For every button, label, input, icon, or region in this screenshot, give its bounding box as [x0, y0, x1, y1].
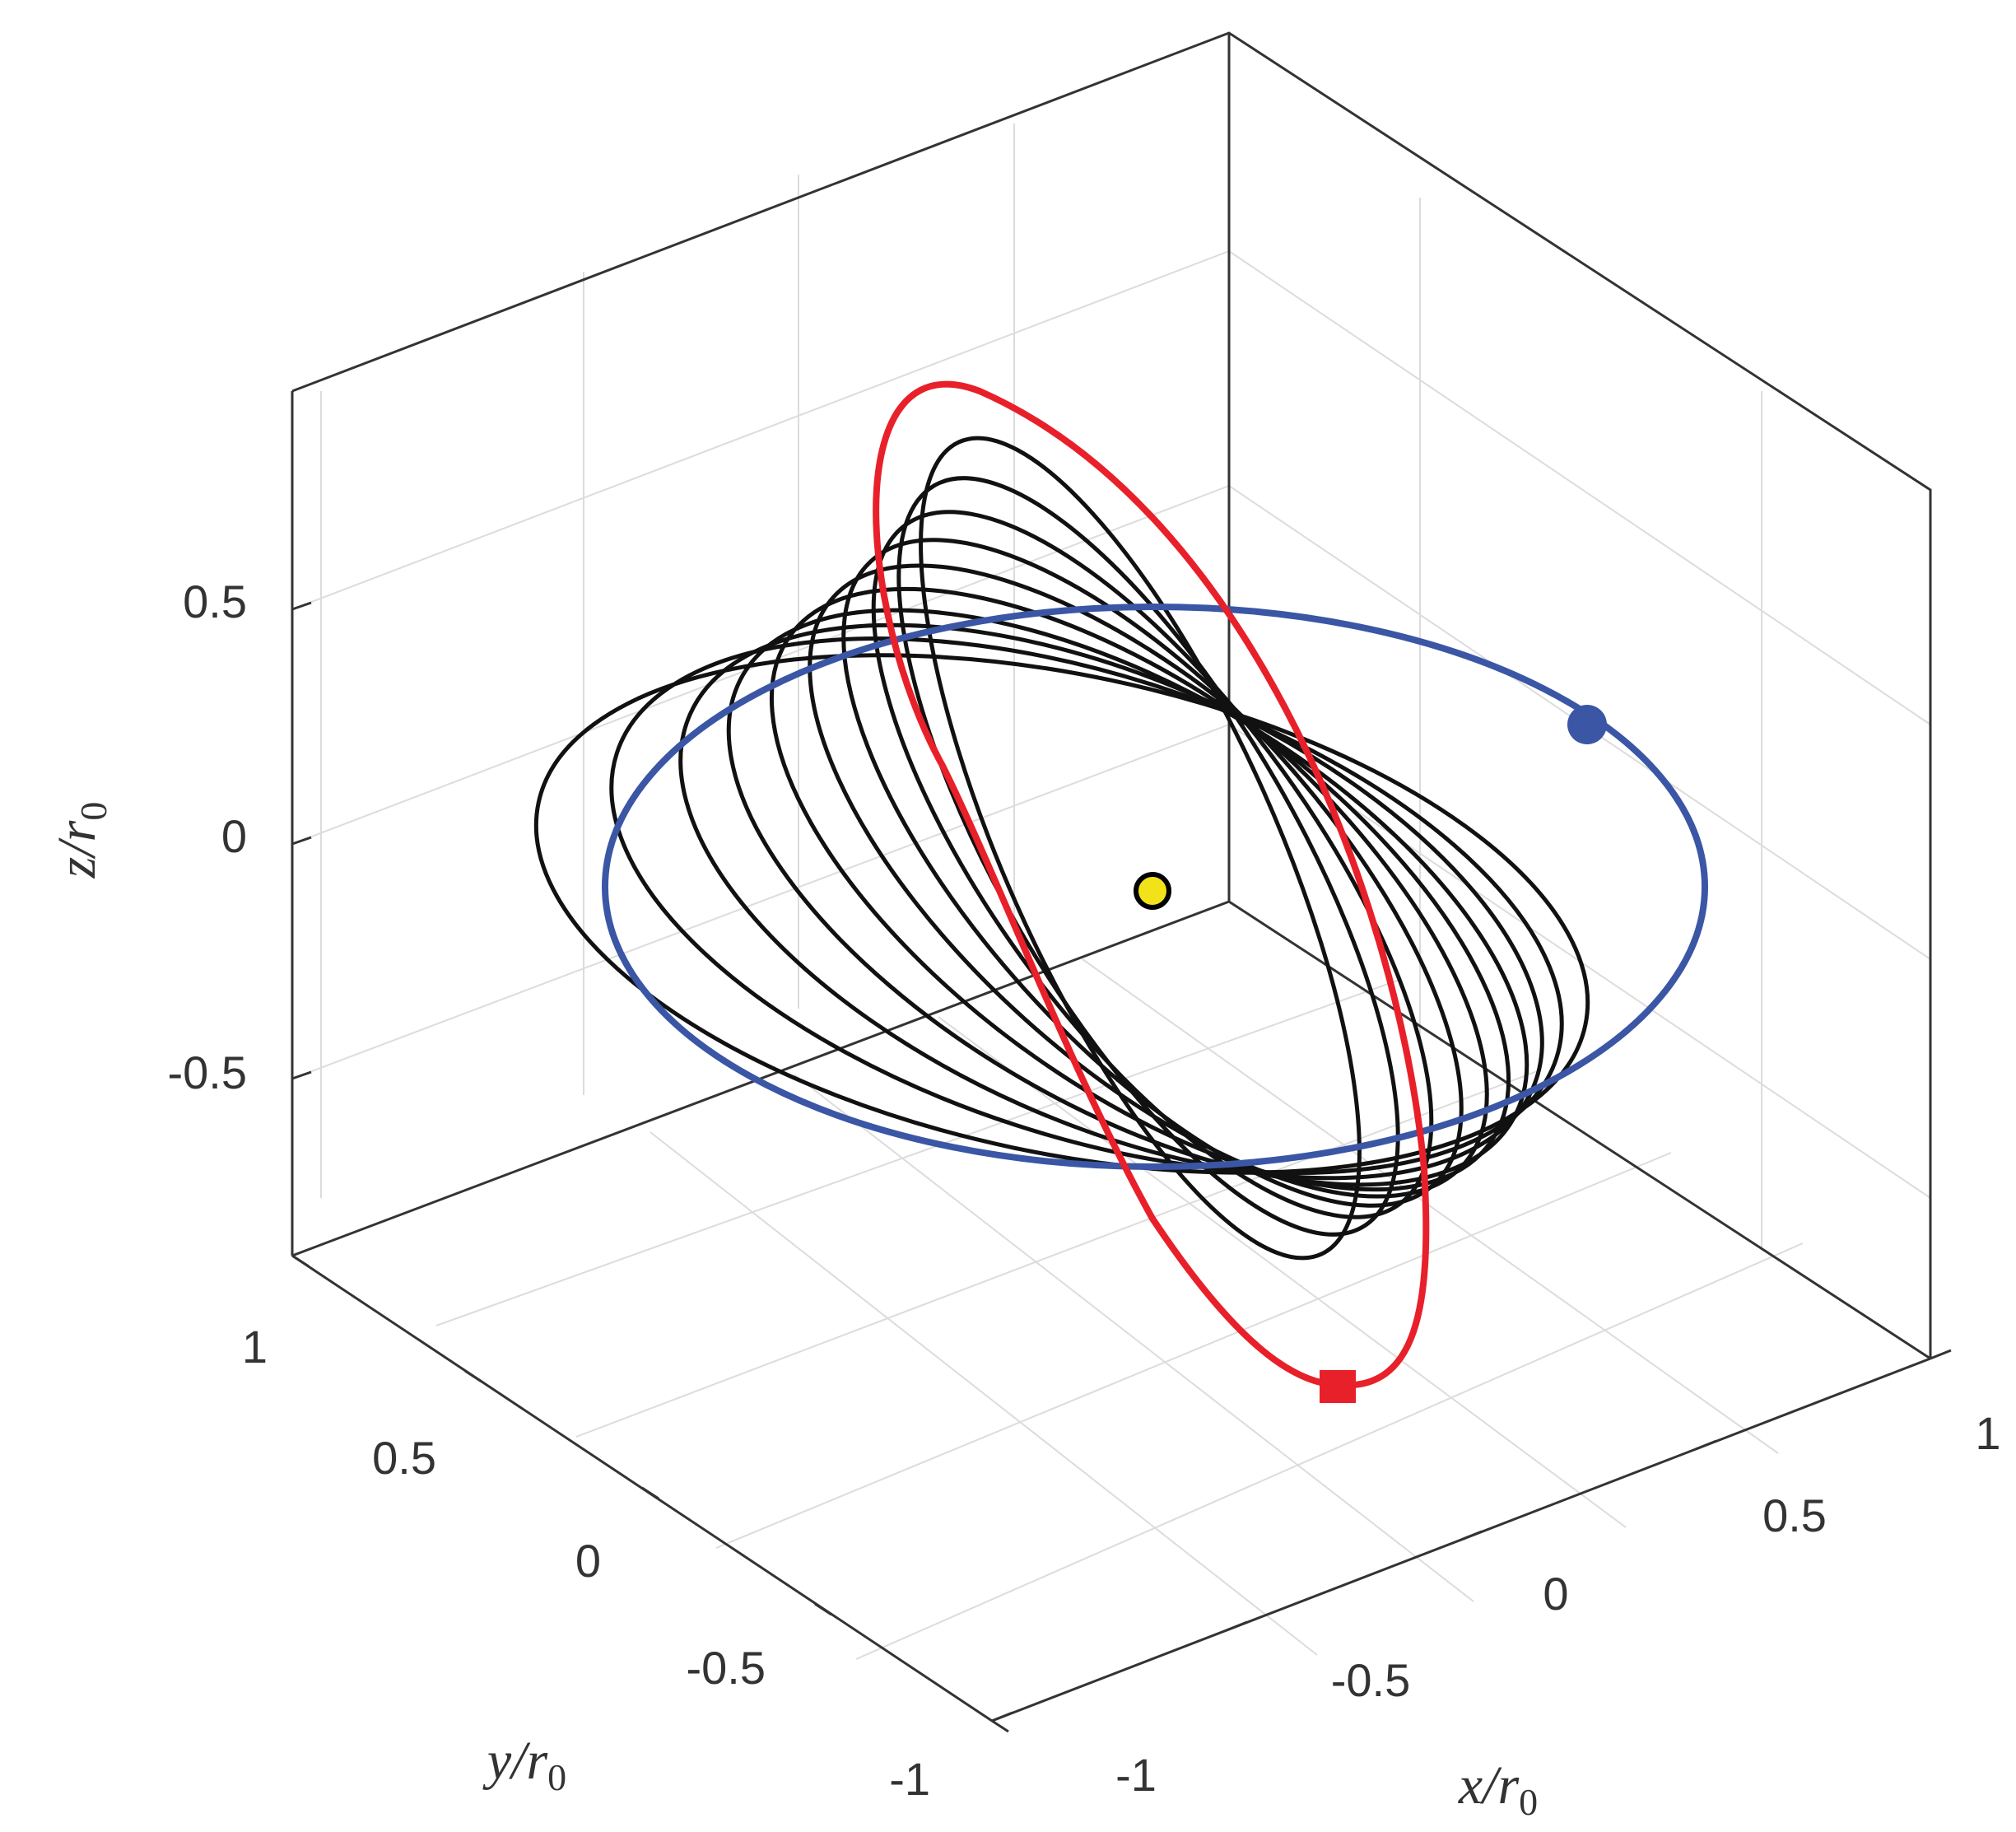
center-body-marker [1134, 872, 1171, 910]
black-orbit-2 [609, 636, 1564, 1175]
z-tick-label: 0 [221, 810, 247, 862]
z-tick-label: 0.5 [183, 576, 247, 627]
black-orbit-4 [726, 608, 1529, 1187]
y-tick-label: -1 [889, 1753, 930, 1805]
red-orbit [873, 380, 1430, 1389]
x-tick-label: 0 [1543, 1568, 1568, 1620]
end-marker [1320, 1370, 1356, 1403]
grid-lines [291, 124, 1931, 1660]
x-axis-label: x/r0 [1458, 1755, 1538, 1823]
black-orbit-1 [533, 653, 1590, 1175]
axes-box [291, 31, 1932, 1722]
black-orbit-6 [808, 563, 1489, 1199]
black-orbit-family [533, 436, 1590, 1261]
black-orbit-10 [919, 436, 1362, 1261]
y-tick-label: 0 [575, 1535, 601, 1587]
blue-orbit [602, 604, 1708, 1170]
y-axis-label: y/r0 [482, 1731, 566, 1798]
z-tick-label: -0.5 [168, 1047, 248, 1098]
x-tick-label: 1 [1975, 1407, 2000, 1459]
y-tick-label: -0.5 [687, 1642, 766, 1694]
tick-marks [291, 601, 1952, 1733]
start-marker [1567, 705, 1607, 744]
x-tick-label: 0.5 [1762, 1489, 1827, 1541]
x-tick-label: -0.5 [1331, 1654, 1411, 1706]
y-tick-label: 0.5 [372, 1432, 436, 1484]
y-tick-label: 1 [242, 1321, 268, 1373]
black-orbit-7 [841, 538, 1464, 1208]
z-axis-label: z/r0 [47, 802, 114, 879]
x-tick-label: -1 [1115, 1749, 1157, 1801]
